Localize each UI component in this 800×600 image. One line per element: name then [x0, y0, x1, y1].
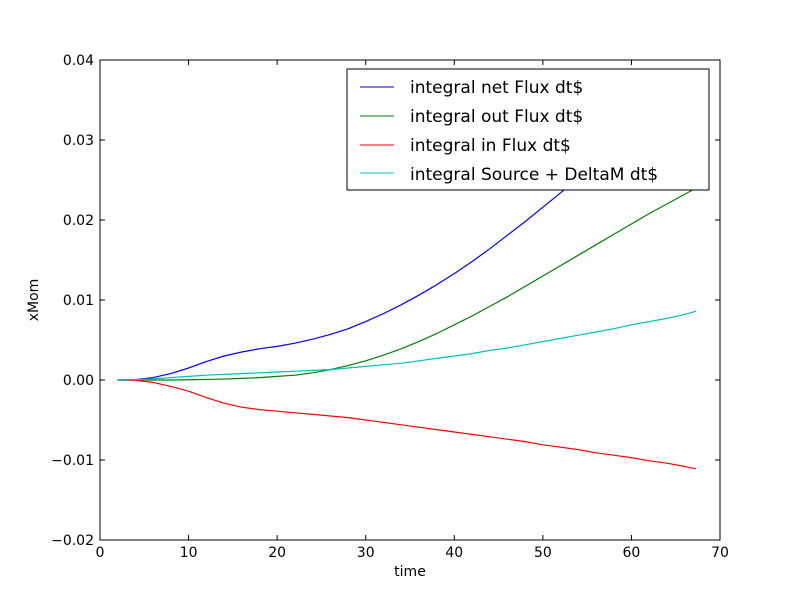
x-tick-label: 20 — [268, 545, 286, 561]
y-tick-label: −0.01 — [51, 453, 94, 469]
y-tick-label: 0.00 — [63, 373, 94, 389]
y-axis-label: xMom — [26, 279, 42, 322]
legend-entry-source-deltam: integral Source + DeltaM dt$ — [360, 165, 658, 185]
legend-entry-out-flux: integral out Flux dt$ — [360, 107, 583, 127]
y-tick-label: 0.04 — [63, 53, 94, 69]
x-tick-label: 70 — [711, 545, 729, 561]
y-tick-label: 0.02 — [63, 213, 94, 229]
legend-box — [346, 68, 710, 191]
series-line-source-deltam — [117, 310, 697, 381]
legend-label: integral out Flux dt$ — [410, 107, 583, 127]
legend-entry-in-flux: integral in Flux dt$ — [360, 136, 571, 156]
plot-frame — [99, 59, 721, 541]
x-tick-label: 0 — [96, 545, 105, 561]
legend-label: integral Source + DeltaM dt$ — [410, 165, 658, 185]
x-tick-label: 10 — [180, 545, 198, 561]
legend-entry-net-flux: integral net Flux dt$ — [360, 78, 583, 98]
legend-label: integral in Flux dt$ — [410, 136, 571, 156]
y-tick-label: 0.01 — [63, 293, 94, 309]
y-tick-label: −0.02 — [51, 533, 94, 549]
x-tick-label: 60 — [623, 545, 641, 561]
x-tick-label: 30 — [357, 545, 375, 561]
x-tick-label: 50 — [534, 545, 552, 561]
series-line-in-flux — [117, 379, 697, 470]
series-line-out-flux — [117, 187, 697, 381]
legend-label: integral net Flux dt$ — [410, 78, 583, 98]
legend: integral net Flux dt$ integral out Flux … — [346, 68, 710, 191]
x-axis-label: time — [394, 564, 426, 580]
x-tick-label: 40 — [445, 545, 463, 561]
y-tick-label: 0.03 — [63, 133, 94, 149]
ticks-layer: 0 10 20 30 40 50 60 70 −0.02 −0.01 0.00 0.01 0.02 0.0… — [51, 53, 729, 561]
